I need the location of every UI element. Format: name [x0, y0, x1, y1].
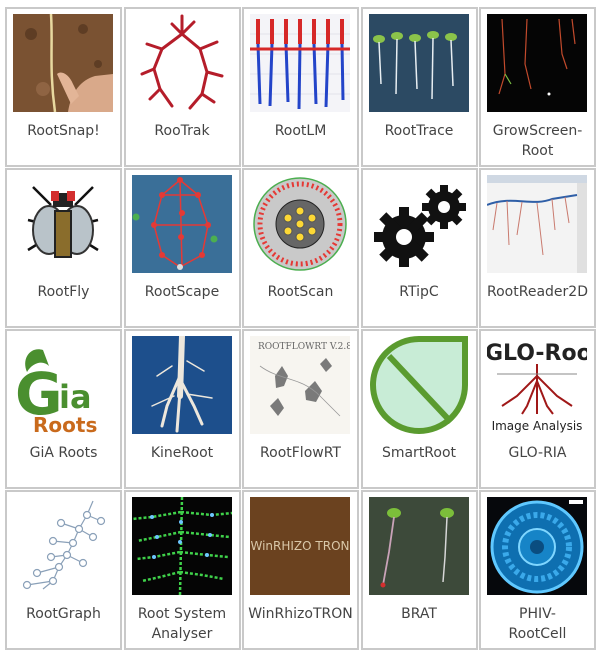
tile-rootscape[interactable]: RootScape: [123, 168, 241, 328]
root-tip-photo-icon: [131, 336, 232, 434]
root-reader-window-icon: [487, 175, 587, 273]
tool-name: BRAT: [401, 606, 437, 622]
tool-name: SmartRoot: [381, 445, 457, 461]
gears-icon: [368, 175, 469, 273]
tile-winrhizotron[interactable]: WinRHIZO TRON WinRhizoTRON: [242, 490, 359, 650]
blue-red-root-columns-icon: [250, 14, 350, 112]
tool-name: GrowScreen- Root: [492, 123, 583, 159]
tile-gia-roots[interactable]: G ia Roots GiA Roots: [5, 329, 122, 489]
tile-rootgraph[interactable]: RootGraph: [5, 490, 122, 650]
tool-name: RooTrak: [154, 123, 210, 139]
tile-rootflowrt[interactable]: ROOTFLOWRT V.2.8 RootFlowRT: [242, 329, 359, 489]
seedlings-on-plate-icon: [368, 14, 469, 112]
tile-rtipc[interactable]: RTipC: [360, 168, 478, 328]
tile-brat[interactable]: BRAT: [360, 490, 478, 650]
tool-name: RootScan: [267, 284, 334, 300]
tool-name: Root System Analyser: [137, 606, 227, 642]
rootflowrt-sketch-icon: ROOTFLOWRT V.2.8: [250, 336, 350, 434]
tool-name: RootSnap!: [27, 123, 100, 139]
logo-caption: Image Analysis: [492, 419, 583, 433]
gia-roots-logo-icon: G ia Roots: [13, 336, 113, 434]
tool-gallery: RootSnap! RooTrak: [5, 7, 596, 650]
pixel-fly-icon: [13, 175, 113, 273]
glo-roots-logo-icon: GLO-Roots Image Analysis: [487, 336, 587, 434]
svg-text:ia: ia: [59, 378, 92, 416]
tile-phiv-rootcell[interactable]: PHIV- RootCell: [479, 490, 596, 650]
logo-text: GLO-Roots: [487, 341, 587, 366]
tool-name: WinRhizoTRON: [248, 606, 353, 622]
tool-name: RootLM: [274, 123, 327, 139]
svg-text:G: G: [15, 360, 63, 428]
tool-name: RTipC: [399, 284, 439, 300]
red-root-tracing-icon: [131, 14, 232, 112]
tile-glo-ria[interactable]: GLO-Roots Image Analysis GLO-RIA: [479, 329, 596, 489]
smartroot-leaf-logo-icon: [368, 336, 469, 434]
root-landmark-graph-icon: [131, 175, 232, 273]
tool-name: GLO-RIA: [508, 445, 567, 461]
svg-text:Roots: Roots: [33, 413, 97, 434]
tool-name: RootScape: [144, 284, 220, 300]
tile-rootrak[interactable]: RooTrak: [123, 7, 241, 167]
tool-name: RootFlowRT: [260, 445, 341, 461]
root-cells-cross-section-icon: [487, 497, 587, 595]
tool-name: RootReader2D: [487, 284, 588, 300]
tile-rootsnap[interactable]: RootSnap!: [5, 7, 122, 167]
tile-rootfly[interactable]: RootFly: [5, 168, 122, 328]
tool-name: PHIV- RootCell: [508, 606, 567, 642]
tile-rootreader2d[interactable]: RootReader2D: [479, 168, 596, 328]
root-cross-section-icon: [250, 175, 350, 273]
hand-holding-root-photo-icon: [13, 14, 113, 112]
tile-rootlm[interactable]: RootLM: [242, 7, 359, 167]
tile-kineroot[interactable]: KineRoot: [123, 329, 241, 489]
logo-text: WinRHIZO TRON: [250, 539, 349, 553]
winrhizotron-logo-icon: WinRHIZO TRON: [250, 497, 350, 595]
tile-root-system-analyser[interactable]: Root System Analyser: [123, 490, 241, 650]
arabidopsis-seedlings-icon: [368, 497, 469, 595]
tile-rootscan[interactable]: RootScan: [242, 168, 359, 328]
tool-name: RootFly: [37, 284, 90, 300]
fluorescent-root-system-icon: [131, 497, 232, 595]
tool-name: KineRoot: [150, 445, 214, 461]
tile-growscreen-root[interactable]: GrowScreen- Root: [479, 7, 596, 167]
tool-name: RootGraph: [26, 606, 101, 622]
logo-text: ROOTFLOWRT V.2.8: [258, 342, 350, 352]
tile-smartroot[interactable]: SmartRoot: [360, 329, 478, 489]
root-node-graph-icon: [13, 497, 113, 595]
tile-roottrace[interactable]: RootTrace: [360, 7, 478, 167]
tool-name: RootTrace: [384, 123, 454, 139]
dark-root-scan-icon: [487, 14, 587, 112]
tool-name: GiA Roots: [29, 445, 98, 461]
